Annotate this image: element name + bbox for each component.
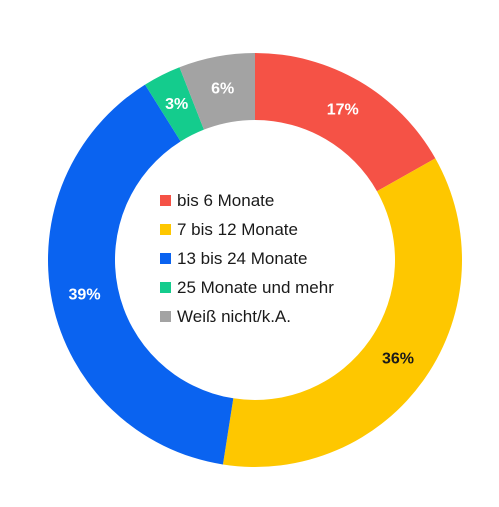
legend-label: 13 bis 24 Monate — [177, 248, 308, 268]
legend-swatch — [160, 282, 171, 293]
legend-swatch — [160, 195, 171, 206]
slice-value-label-4: 6% — [211, 81, 234, 98]
donut-slice-2 — [48, 84, 234, 465]
legend-item-7-bis-12-monate: 7 bis 12 Monate — [160, 215, 334, 244]
donut-slice-1 — [222, 158, 462, 467]
legend-swatch — [160, 253, 171, 264]
legend-swatch — [160, 224, 171, 235]
legend: bis 6 Monate 7 bis 12 Monate 13 bis 24 M… — [160, 186, 334, 331]
legend-swatch — [160, 311, 171, 322]
slice-value-label-3: 3% — [165, 96, 188, 113]
donut-slice-3 — [145, 67, 204, 142]
slice-value-label-1: 36% — [382, 351, 414, 368]
legend-label: 25 Monate und mehr — [177, 277, 334, 297]
donut-slices — [48, 53, 462, 467]
legend-label: 7 bis 12 Monate — [177, 219, 298, 239]
slice-value-label-0: 17% — [327, 101, 359, 118]
legend-label: Weiß nicht/k.A. — [177, 306, 291, 326]
donut-slice-0 — [255, 53, 436, 192]
legend-item-bis-6-monate: bis 6 Monate — [160, 186, 334, 215]
legend-item-weiss-nicht: Weiß nicht/k.A. — [160, 302, 334, 331]
slice-value-labels: 17% 36% 39% 3% 6% — [69, 81, 414, 368]
donut-slice-4 — [179, 53, 255, 130]
legend-item-25-monate-und-mehr: 25 Monate und mehr — [160, 273, 334, 302]
legend-item-13-bis-24-monate: 13 bis 24 Monate — [160, 244, 334, 273]
legend-label: bis 6 Monate — [177, 190, 275, 210]
slice-value-label-2: 39% — [69, 286, 101, 303]
